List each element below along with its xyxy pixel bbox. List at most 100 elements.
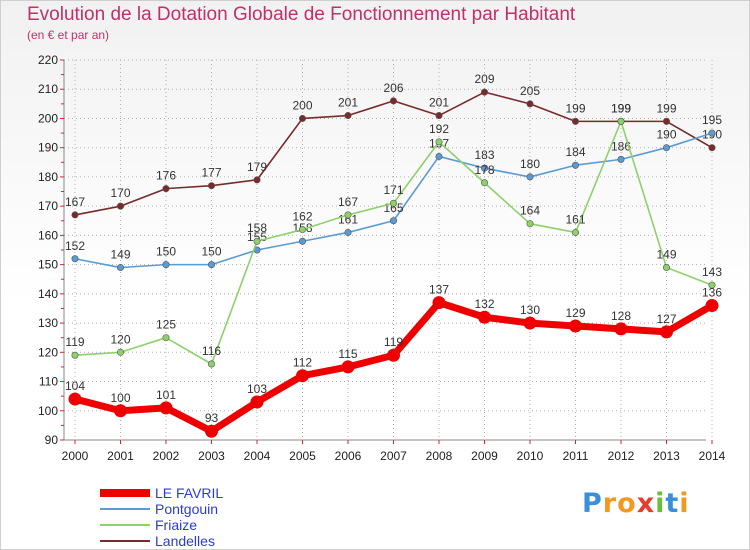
data-label: 171	[383, 183, 403, 197]
data-label: 180	[520, 157, 540, 171]
data-point	[205, 424, 218, 438]
data-label: 132	[474, 297, 494, 311]
data-point	[662, 264, 670, 272]
data-point	[162, 334, 170, 342]
data-label: 199	[565, 101, 585, 115]
proxiti-logo: Proxiti	[582, 488, 690, 519]
data-point	[159, 401, 173, 415]
chart-subtitle: (en € et par an)	[27, 28, 110, 42]
data-label: 150	[156, 245, 176, 259]
data-label: 162	[292, 210, 312, 224]
data-point	[478, 310, 491, 324]
data-label: 199	[611, 101, 631, 115]
y-tick-label: 180	[38, 170, 58, 184]
data-point	[480, 164, 488, 172]
x-tick-label: 2000	[62, 449, 89, 463]
data-point	[708, 144, 716, 152]
data-label: 183	[474, 148, 494, 162]
data-label: 125	[156, 318, 176, 332]
y-tick-label: 130	[38, 316, 58, 330]
data-point	[617, 117, 625, 125]
x-tick-label: 2012	[608, 449, 635, 463]
data-point	[662, 117, 670, 125]
data-point	[71, 211, 79, 219]
data-point	[253, 237, 261, 245]
x-tick-label: 2005	[289, 449, 316, 463]
data-label: 119	[65, 335, 84, 349]
data-point	[298, 226, 306, 234]
data-label: 199	[656, 101, 676, 115]
data-label: 104	[65, 379, 85, 393]
data-point	[341, 360, 355, 374]
data-point	[480, 179, 488, 187]
data-label: 170	[110, 186, 130, 200]
y-tick-label: 170	[38, 199, 58, 213]
data-label: 195	[702, 113, 722, 127]
data-label: 127	[656, 312, 676, 326]
data-label: 158	[247, 221, 267, 235]
y-tick-label: 190	[38, 141, 58, 155]
x-tick-label: 2002	[153, 449, 180, 463]
data-label: 149	[656, 248, 676, 262]
data-point	[208, 261, 216, 269]
x-tick-label: 2010	[517, 449, 544, 463]
data-label: 178	[474, 163, 494, 177]
data-label: 120	[110, 332, 130, 346]
data-point	[387, 348, 400, 362]
data-label: 190	[656, 128, 676, 142]
data-point	[480, 88, 488, 96]
data-label: 150	[201, 245, 221, 259]
data-label: 149	[110, 248, 130, 262]
data-label: 112	[293, 356, 312, 370]
chart-title: Evolution de la Dotation Globale de Fonc…	[27, 4, 576, 25]
data-point	[298, 237, 306, 245]
x-tick-label: 2003	[198, 449, 225, 463]
data-point	[523, 316, 537, 330]
data-point	[569, 319, 582, 333]
legend-label: Landelles	[155, 533, 215, 549]
data-label: 100	[110, 391, 130, 405]
data-point	[162, 185, 170, 193]
x-tick-label: 2014	[699, 449, 726, 463]
x-tick-label: 2013	[653, 449, 680, 463]
data-point	[435, 138, 443, 146]
data-point	[435, 152, 443, 160]
y-tick-label: 110	[39, 375, 58, 389]
data-point	[571, 117, 579, 125]
data-label: 136	[702, 286, 722, 300]
y-tick-label: 120	[38, 345, 58, 359]
data-point	[432, 296, 446, 310]
legend-label: Friaize	[155, 517, 198, 533]
data-label: 137	[429, 283, 449, 297]
data-label: 177	[201, 166, 221, 180]
data-point	[662, 144, 670, 152]
y-tick-label: 90	[45, 433, 59, 447]
data-point	[708, 281, 716, 289]
y-tick-label: 210	[38, 82, 58, 96]
data-label: 192	[429, 122, 449, 136]
data-point	[660, 325, 673, 339]
data-point	[344, 112, 352, 120]
data-point	[68, 392, 82, 406]
x-tick-label: 2009	[471, 449, 498, 463]
y-tick-label: 220	[38, 53, 58, 67]
data-label: 206	[383, 81, 403, 95]
data-label: 119	[384, 335, 403, 349]
data-label: 167	[338, 195, 358, 209]
data-point	[705, 299, 719, 313]
data-label: 209	[474, 72, 494, 86]
data-point	[71, 255, 79, 263]
data-label: 176	[156, 169, 176, 183]
data-label: 93	[205, 411, 219, 425]
x-tick-label: 2007	[380, 449, 407, 463]
data-point	[250, 395, 264, 409]
data-label: 101	[156, 388, 176, 402]
x-tick-label: 2008	[426, 449, 453, 463]
data-label: 200	[292, 98, 312, 112]
data-label: 205	[520, 84, 540, 98]
data-label: 167	[65, 195, 85, 209]
data-point	[296, 369, 309, 383]
data-point	[114, 404, 127, 418]
logo-letter: i	[679, 488, 690, 519]
